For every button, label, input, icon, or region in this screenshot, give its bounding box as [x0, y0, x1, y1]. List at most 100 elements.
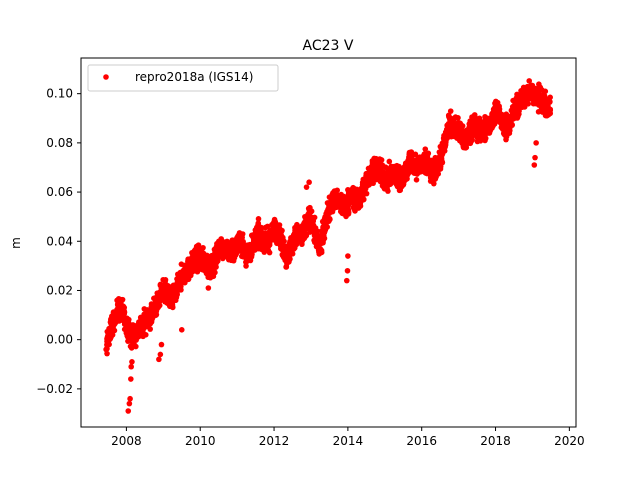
- data-point: [333, 192, 340, 198]
- outlier-point: [345, 253, 351, 259]
- data-point: [111, 321, 118, 327]
- data-point: [303, 232, 310, 239]
- outlier-point: [303, 184, 310, 190]
- legend: repro2018a (IGS14): [87, 64, 279, 92]
- data-point: [299, 241, 305, 248]
- data-point: [142, 331, 149, 338]
- outlier-point: [125, 408, 132, 414]
- data-point: [111, 327, 118, 334]
- data-point: [439, 145, 446, 152]
- data-point: [125, 320, 132, 326]
- data-point: [255, 216, 262, 222]
- data-point: [276, 225, 283, 232]
- data-point: [147, 326, 153, 332]
- data-point: [546, 99, 553, 105]
- outlier-point: [532, 154, 538, 161]
- data-point: [535, 108, 542, 115]
- x-tick-label: 2010: [185, 434, 216, 448]
- outlier-point: [306, 179, 312, 186]
- x-tick-label: 2018: [480, 434, 511, 448]
- y-tick-label: 0.10: [46, 87, 73, 101]
- x-tick-label: 2008: [111, 434, 142, 448]
- data-point: [233, 251, 239, 257]
- data-point: [153, 311, 160, 318]
- data-point: [494, 99, 501, 106]
- data-point: [447, 108, 454, 114]
- x-axis-ticks: 2008 2010 2012 2014 2016 2018 2020: [111, 427, 585, 448]
- data-point: [547, 94, 553, 101]
- data-point: [431, 180, 437, 187]
- data-point: [424, 155, 431, 161]
- chart-title: AC23 V: [303, 38, 354, 54]
- data-point: [288, 249, 295, 255]
- data-point: [321, 235, 328, 242]
- outlier-point: [126, 400, 133, 407]
- y-tick-label: 0.06: [46, 185, 73, 199]
- y-axis-label: m: [9, 237, 23, 249]
- data-point: [299, 236, 306, 243]
- outlier-point: [128, 363, 134, 370]
- data-point: [239, 231, 246, 237]
- data-point: [133, 343, 139, 350]
- data-points: [103, 78, 554, 414]
- data-point: [514, 111, 520, 118]
- data-point: [455, 115, 461, 121]
- data-point: [118, 296, 124, 303]
- data-point: [156, 302, 163, 309]
- data-point: [121, 304, 128, 311]
- data-point: [214, 255, 220, 262]
- data-point: [144, 318, 150, 325]
- data-point: [487, 124, 494, 130]
- data-point: [273, 221, 280, 228]
- data-point: [283, 264, 289, 270]
- data-point: [140, 322, 147, 329]
- data-point: [462, 145, 469, 151]
- data-point: [503, 136, 509, 143]
- data-point: [505, 129, 512, 136]
- data-point: [278, 230, 284, 236]
- data-point: [362, 185, 369, 192]
- data-point: [536, 81, 542, 88]
- outlier-point: [156, 356, 162, 363]
- data-point: [545, 111, 552, 118]
- data-point: [380, 170, 386, 176]
- data-point: [370, 180, 376, 187]
- data-point: [439, 150, 446, 157]
- outlier-point: [343, 277, 350, 284]
- data-point: [476, 115, 483, 122]
- data-point: [391, 163, 398, 170]
- data-point: [266, 249, 273, 256]
- outlier-point: [178, 327, 185, 333]
- data-point: [310, 222, 317, 229]
- data-point: [538, 87, 545, 93]
- outlier-point: [128, 376, 134, 382]
- data-point: [251, 241, 257, 248]
- outlier-point: [205, 285, 212, 291]
- legend-box: [87, 64, 279, 92]
- data-point: [322, 227, 329, 233]
- data-point: [514, 91, 520, 98]
- data-point: [386, 158, 393, 165]
- data-point: [384, 183, 390, 190]
- data-point: [230, 257, 237, 264]
- data-point: [422, 146, 429, 152]
- legend-entry-label: repro2018a (IGS14): [135, 70, 253, 84]
- y-tick-label: 0.02: [46, 283, 73, 297]
- data-point: [469, 137, 475, 143]
- data-point: [360, 196, 367, 203]
- outlier-point: [129, 359, 135, 365]
- y-tick-label: 0.08: [46, 136, 73, 150]
- outlier-point: [533, 140, 539, 146]
- data-point: [281, 238, 287, 245]
- outlier-point: [344, 267, 351, 274]
- data-point: [404, 173, 410, 179]
- outlier-point: [158, 341, 165, 348]
- data-point: [310, 217, 317, 224]
- x-tick-label: 2016: [406, 434, 437, 448]
- data-point: [265, 240, 272, 247]
- data-point: [204, 252, 210, 259]
- x-tick-label: 2020: [554, 434, 585, 448]
- outlier-point: [531, 162, 538, 168]
- legend-marker: [103, 74, 109, 80]
- data-point: [324, 217, 331, 223]
